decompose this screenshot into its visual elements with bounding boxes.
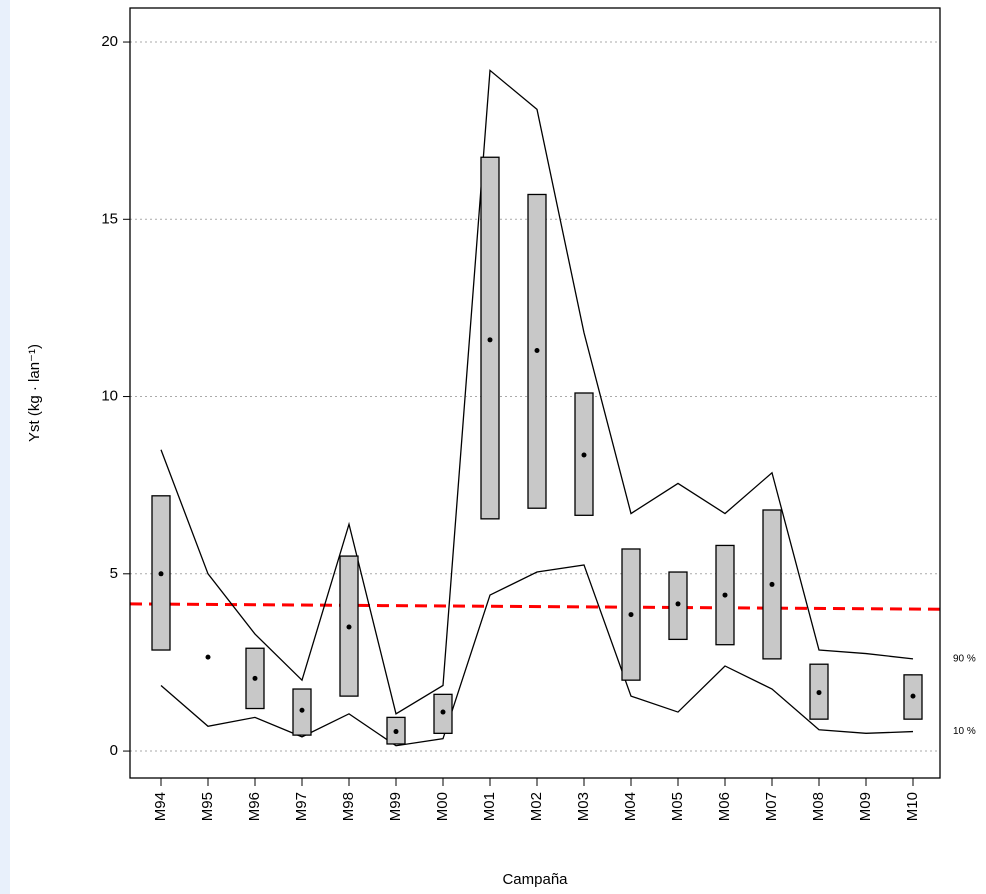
y-tick-label: 5 <box>110 565 118 582</box>
x-tick-label: M98 <box>340 792 357 821</box>
line-label: 10 % <box>953 726 976 737</box>
x-tick-label: M04 <box>622 792 639 821</box>
point <box>675 601 681 607</box>
side-strip <box>0 0 10 894</box>
y-tick-label: 15 <box>101 210 118 227</box>
point <box>628 612 634 618</box>
point <box>816 690 822 696</box>
reference-line <box>129 602 941 611</box>
point <box>722 592 728 598</box>
y-tick-label: 0 <box>110 742 118 759</box>
point <box>534 347 540 353</box>
point <box>393 729 399 735</box>
x-tick-label: M96 <box>246 792 263 821</box>
x-tick-label: M97 <box>293 792 310 821</box>
x-tick-label: M95 <box>199 792 216 821</box>
x-axis-label: Campaña <box>502 871 568 888</box>
x-tick-label: M08 <box>810 792 827 821</box>
x-tick-label: M02 <box>528 792 545 821</box>
point <box>581 452 587 458</box>
point <box>769 581 775 587</box>
x-tick-label: M01 <box>481 792 498 821</box>
x-tick-label: M10 <box>904 792 921 821</box>
x-tick-label: M03 <box>575 792 592 821</box>
point <box>487 337 493 343</box>
x-tick-label: M99 <box>387 792 404 821</box>
y-axis-label: Yst (kg · lan⁻¹) <box>26 344 43 442</box>
point <box>252 675 258 681</box>
y-tick-label: 10 <box>101 388 118 405</box>
percentile-line <box>160 564 914 747</box>
point <box>299 707 305 713</box>
point <box>910 693 916 699</box>
line-label: 90 % <box>953 654 976 665</box>
x-tick-label: M09 <box>857 792 874 821</box>
percentile-line <box>160 69 914 715</box>
point <box>205 654 211 660</box>
plot-frame <box>129 7 941 779</box>
point <box>440 709 446 715</box>
x-tick-label: M07 <box>763 792 780 821</box>
x-tick-label: M06 <box>716 792 733 821</box>
point <box>346 624 352 630</box>
point <box>158 571 164 577</box>
x-tick-label: M00 <box>434 792 451 821</box>
y-tick-label: 20 <box>101 33 118 50</box>
x-tick-label: M94 <box>152 792 169 821</box>
x-tick-label: M05 <box>669 792 686 821</box>
